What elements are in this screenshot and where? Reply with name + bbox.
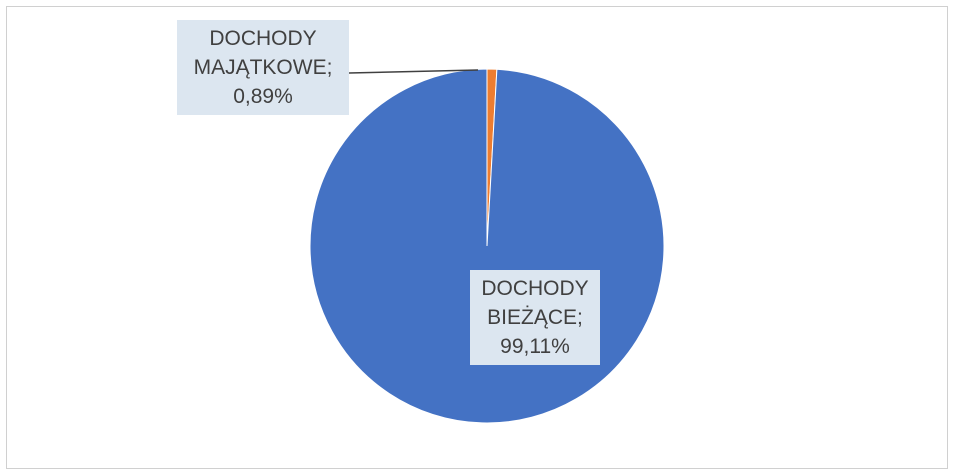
data-label-dochody-biezace: DOCHODY BIEŻĄCE; 99,11% <box>470 270 600 365</box>
data-label-line: BIEŻĄCE; <box>487 306 583 329</box>
data-label-dochody-majatkowe: DOCHODY MAJĄTKOWE; 0,89% <box>177 20 349 115</box>
data-label-line: 99,11% <box>500 335 570 358</box>
data-label-line: MAJĄTKOWE; <box>193 56 333 79</box>
pie-slice-dochody-biezace <box>309 68 665 424</box>
data-label-line: 0,89% <box>233 85 293 108</box>
leader-line <box>348 69 479 74</box>
data-label-line: DOCHODY <box>209 27 317 50</box>
data-label-line: DOCHODY <box>481 277 589 300</box>
pie-slices <box>309 68 665 424</box>
